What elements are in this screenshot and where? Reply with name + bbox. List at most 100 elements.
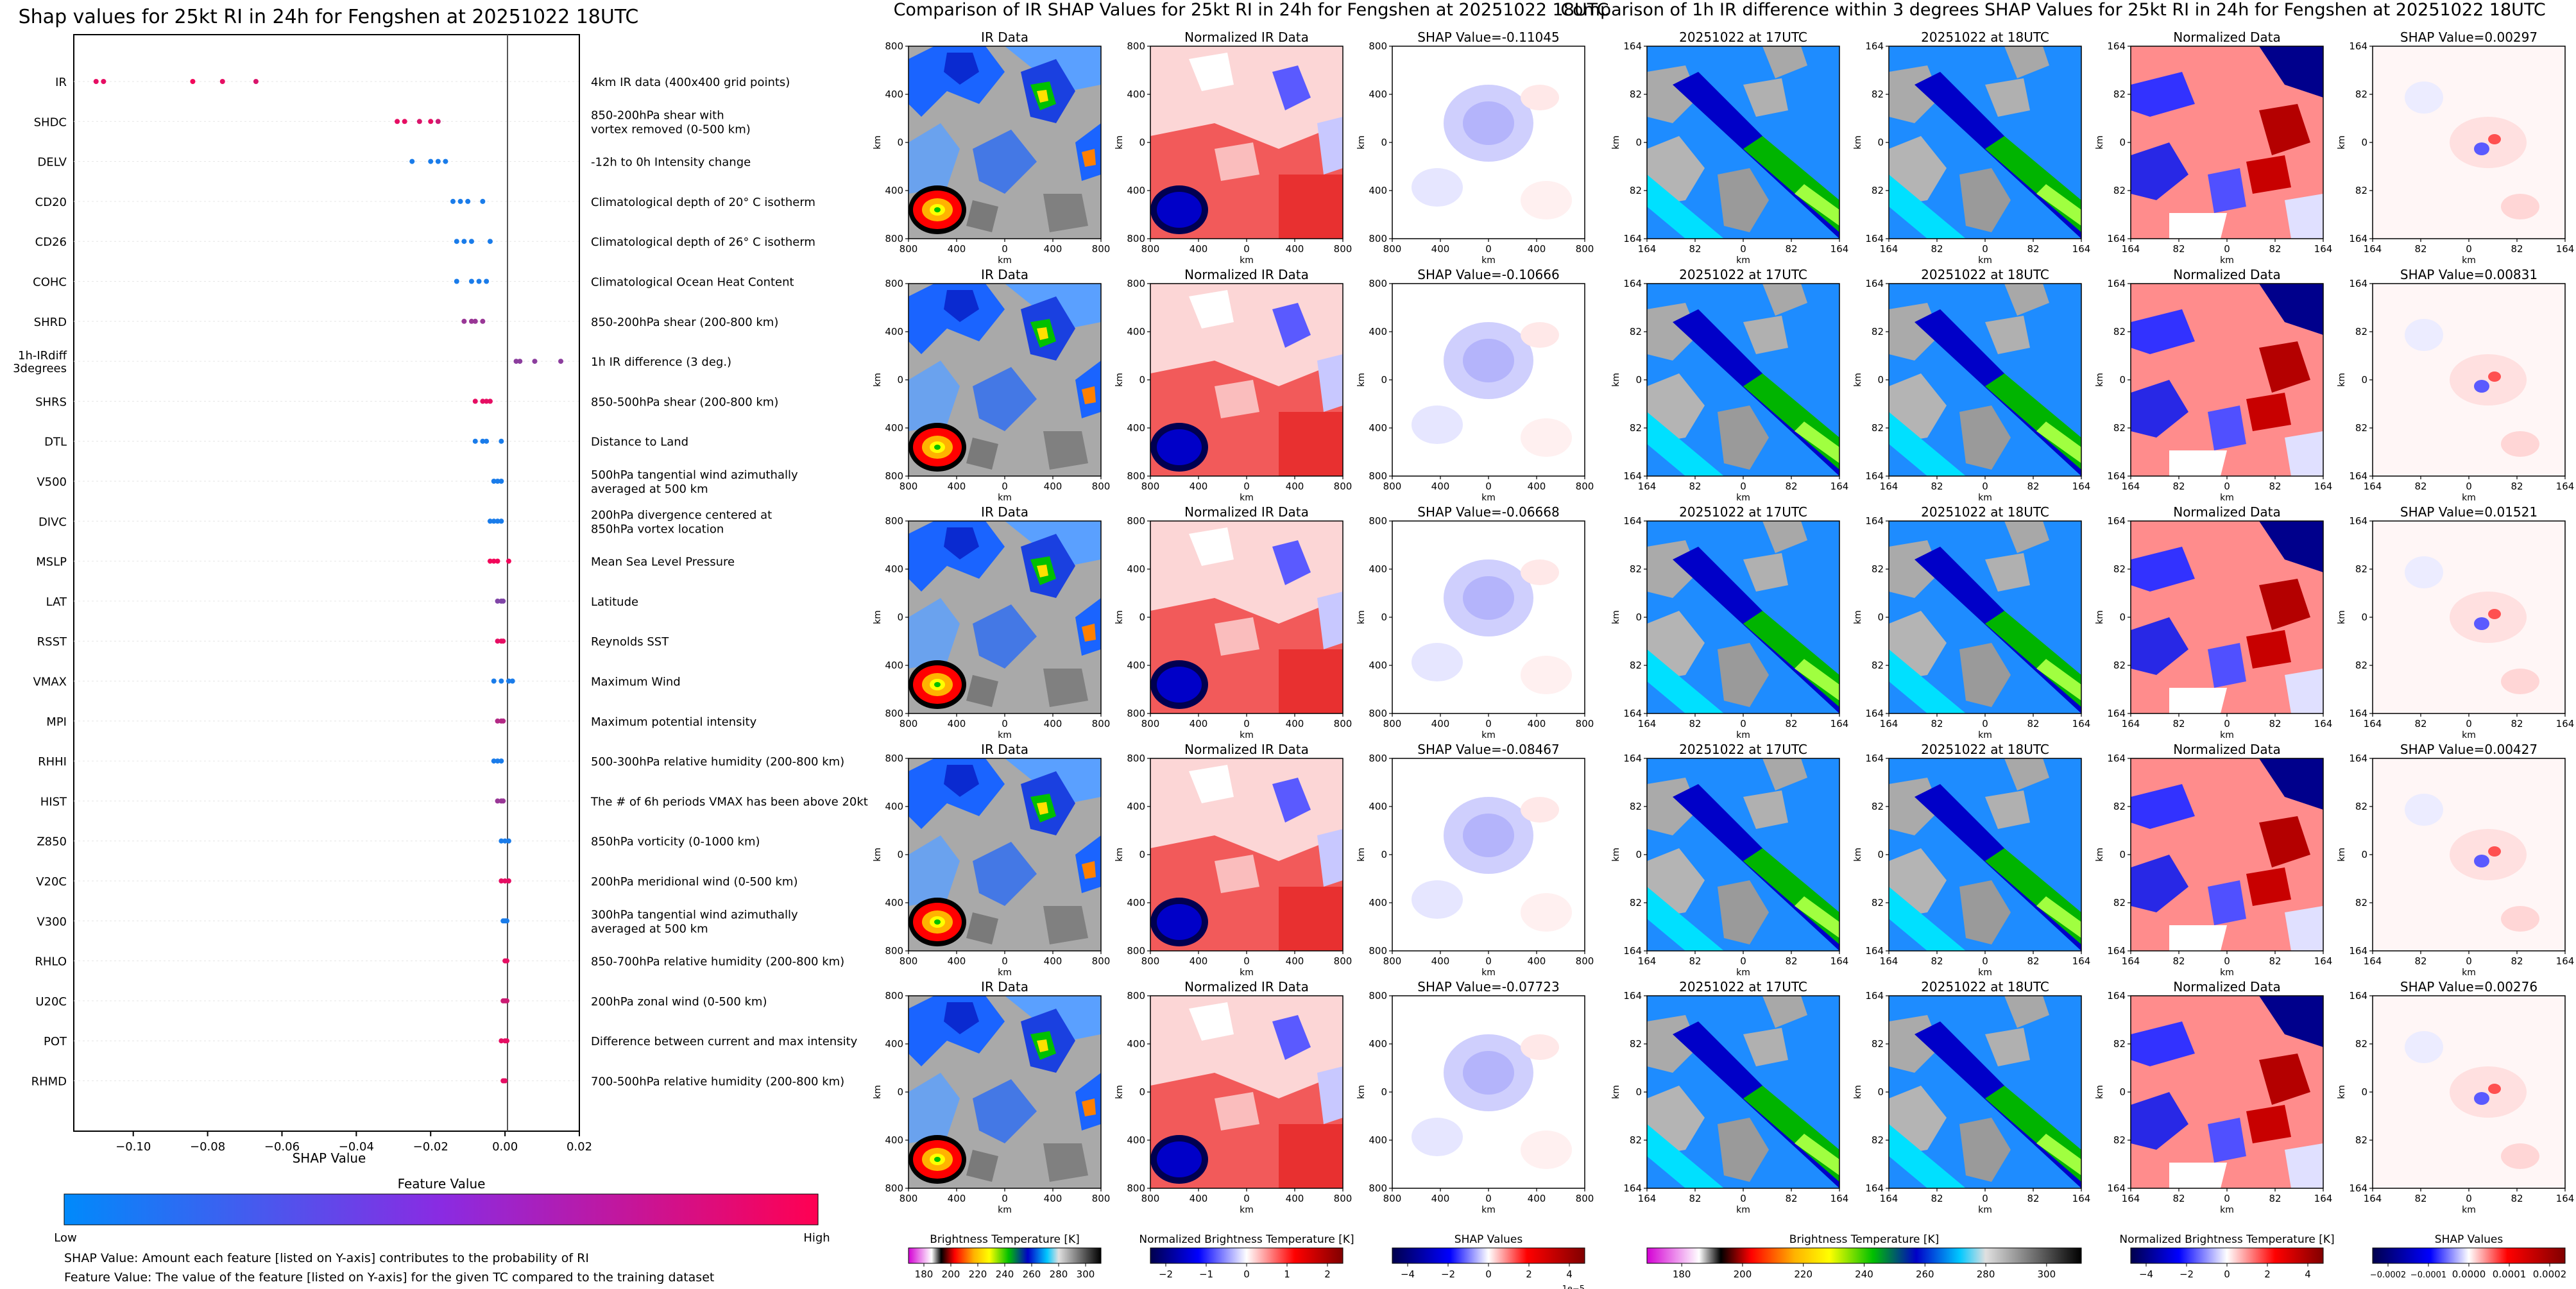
- shap-map: [1392, 283, 1585, 477]
- x-tick-label: 0: [1740, 955, 1746, 967]
- x-tick-label: 800: [1334, 718, 1352, 730]
- shap-map: [2372, 520, 2566, 714]
- colorbar-tick-label: 280: [1977, 1268, 1995, 1280]
- y-tick-label: 164: [1865, 945, 1884, 957]
- y-tick-label: 0: [2119, 611, 2126, 623]
- x-tick-label: 164: [2556, 243, 2575, 255]
- x-tick-label: 800: [1576, 955, 1594, 967]
- x-tick-label: 400: [1044, 718, 1062, 730]
- x-tick-label: 164: [2556, 1193, 2575, 1204]
- feature-description: 200hPa meridional wind (0-500 km): [591, 875, 798, 889]
- satellite-map: [908, 283, 1102, 477]
- colorbar-tick-label: 0: [2224, 1268, 2230, 1280]
- y-tick-label: 800: [885, 470, 903, 482]
- y-tick-label: 0: [1139, 137, 1145, 148]
- x-tick-label: 800: [900, 1193, 918, 1204]
- feature-description: 200hPa divergence centered at: [591, 508, 772, 522]
- feature-description: 850-700hPa relative humidity (200-800 km…: [591, 955, 844, 969]
- x-tick-label: 82: [1689, 481, 1701, 492]
- x-tick-label: −0.06: [264, 1140, 300, 1154]
- x-tick-label: 400: [1044, 955, 1062, 967]
- x-tick-label: 400: [1431, 243, 1450, 255]
- colorbar-label: Brightness Temperature [K]: [930, 1233, 1079, 1246]
- feature-name-label: CD26: [35, 235, 67, 249]
- panel-title: SHAP Value=-0.11045: [1417, 30, 1559, 45]
- colorbar-gradient: [2130, 1247, 2324, 1264]
- shap-axes-frame: [73, 34, 580, 1132]
- shap-point: [506, 878, 511, 884]
- x-axis-label: km: [2462, 493, 2476, 503]
- feature-row-shrd: SHRD 850-200hPa shear (200-800 km): [34, 316, 779, 329]
- shap-point: [532, 359, 538, 364]
- y-tick-label: 82: [1630, 897, 1642, 909]
- x-tick-label: 800: [1141, 481, 1160, 492]
- x-tick-label: 800: [1092, 955, 1111, 967]
- x-tick-label: 82: [1689, 1193, 1701, 1204]
- shap-point: [504, 998, 510, 1003]
- shap-point: [484, 438, 490, 444]
- feature-row-hist: HIST The # of 6h periods VMAX has been ab…: [40, 795, 868, 808]
- feature-description: 850-200hPa shear (200-800 km): [591, 316, 778, 329]
- colorbar-tick-label: 200: [942, 1268, 960, 1280]
- shap-point: [506, 678, 511, 684]
- shap-point: [443, 158, 448, 164]
- x-tick-label: 0: [1243, 481, 1250, 492]
- shap-point: [491, 558, 497, 564]
- colorbar-label: Normalized Brightness Temperature [K]: [1139, 1233, 1354, 1246]
- y-tick-label: 82: [1630, 326, 1642, 337]
- feature-description: Maximum potential intensity: [591, 715, 757, 729]
- x-tick-label: −0.10: [115, 1140, 151, 1154]
- x-tick-label: 800: [1092, 481, 1111, 492]
- x-tick-label: 800: [1141, 955, 1160, 967]
- feature-name-label: RHLO: [35, 955, 67, 969]
- x-tick-label: 400: [1431, 481, 1450, 492]
- feature-description: 700-500hPa relative humidity (200-800 km…: [591, 1075, 844, 1089]
- satellite-map: [1150, 520, 1343, 714]
- x-tick-label: 164: [2314, 718, 2333, 730]
- shap-point: [468, 318, 474, 324]
- shap-point: [495, 558, 500, 564]
- y-tick-label: 82: [1872, 801, 1884, 812]
- feature-name-label: Z850: [37, 835, 67, 849]
- colorbar-high-label: High: [803, 1231, 830, 1245]
- y-tick-label: 0: [1877, 137, 1884, 148]
- x-axis-label: km: [2462, 1205, 2476, 1215]
- shap-rows: IR 4km IR data (400x400 grid points) SHDC 8…: [13, 76, 868, 1089]
- x-tick-label: 164: [2072, 1193, 2091, 1204]
- y-tick-label: 800: [1369, 40, 1387, 52]
- y-tick-label: 0: [1635, 1086, 1642, 1098]
- x-tick-label: 400: [1528, 955, 1546, 967]
- x-tick-label: 164: [1880, 481, 1898, 492]
- shap-map: [2372, 46, 2566, 239]
- x-axis-label: km: [2220, 1205, 2234, 1215]
- satellite-map: [908, 758, 1102, 952]
- x-tick-label: 82: [1931, 955, 1943, 967]
- shap-point: [487, 518, 493, 524]
- y-tick-label: 800: [1127, 708, 1145, 719]
- y-tick-label: 164: [1623, 753, 1642, 764]
- y-axis-label: km: [1611, 373, 1621, 387]
- y-tick-label: 82: [2113, 89, 2126, 100]
- x-tick-label: 164: [1830, 718, 1849, 730]
- y-tick-label: 164: [1865, 278, 1884, 289]
- y-tick-label: 82: [2355, 326, 2367, 337]
- y-axis-label: km: [1611, 610, 1621, 624]
- y-axis-label: km: [873, 610, 883, 624]
- y-tick-label: 400: [1369, 897, 1387, 909]
- x-tick-label: 0: [1740, 481, 1746, 492]
- shap-map: [2372, 758, 2566, 952]
- x-axis-label: km: [1481, 968, 1496, 978]
- x-tick-label: 400: [1286, 1193, 1304, 1204]
- panel-title: IR Data: [981, 979, 1028, 994]
- x-axis-label: km: [1978, 255, 1992, 266]
- x-tick-label: 0: [2466, 1193, 2472, 1204]
- feature-description: 850hPa vortex location: [591, 522, 724, 536]
- x-axis-label: km: [1240, 1205, 1254, 1215]
- x-tick-label: 164: [2364, 243, 2382, 255]
- feature-name-label: V500: [37, 475, 67, 489]
- colorbar-tick-label: 4: [2305, 1268, 2311, 1280]
- shap-point: [454, 239, 459, 244]
